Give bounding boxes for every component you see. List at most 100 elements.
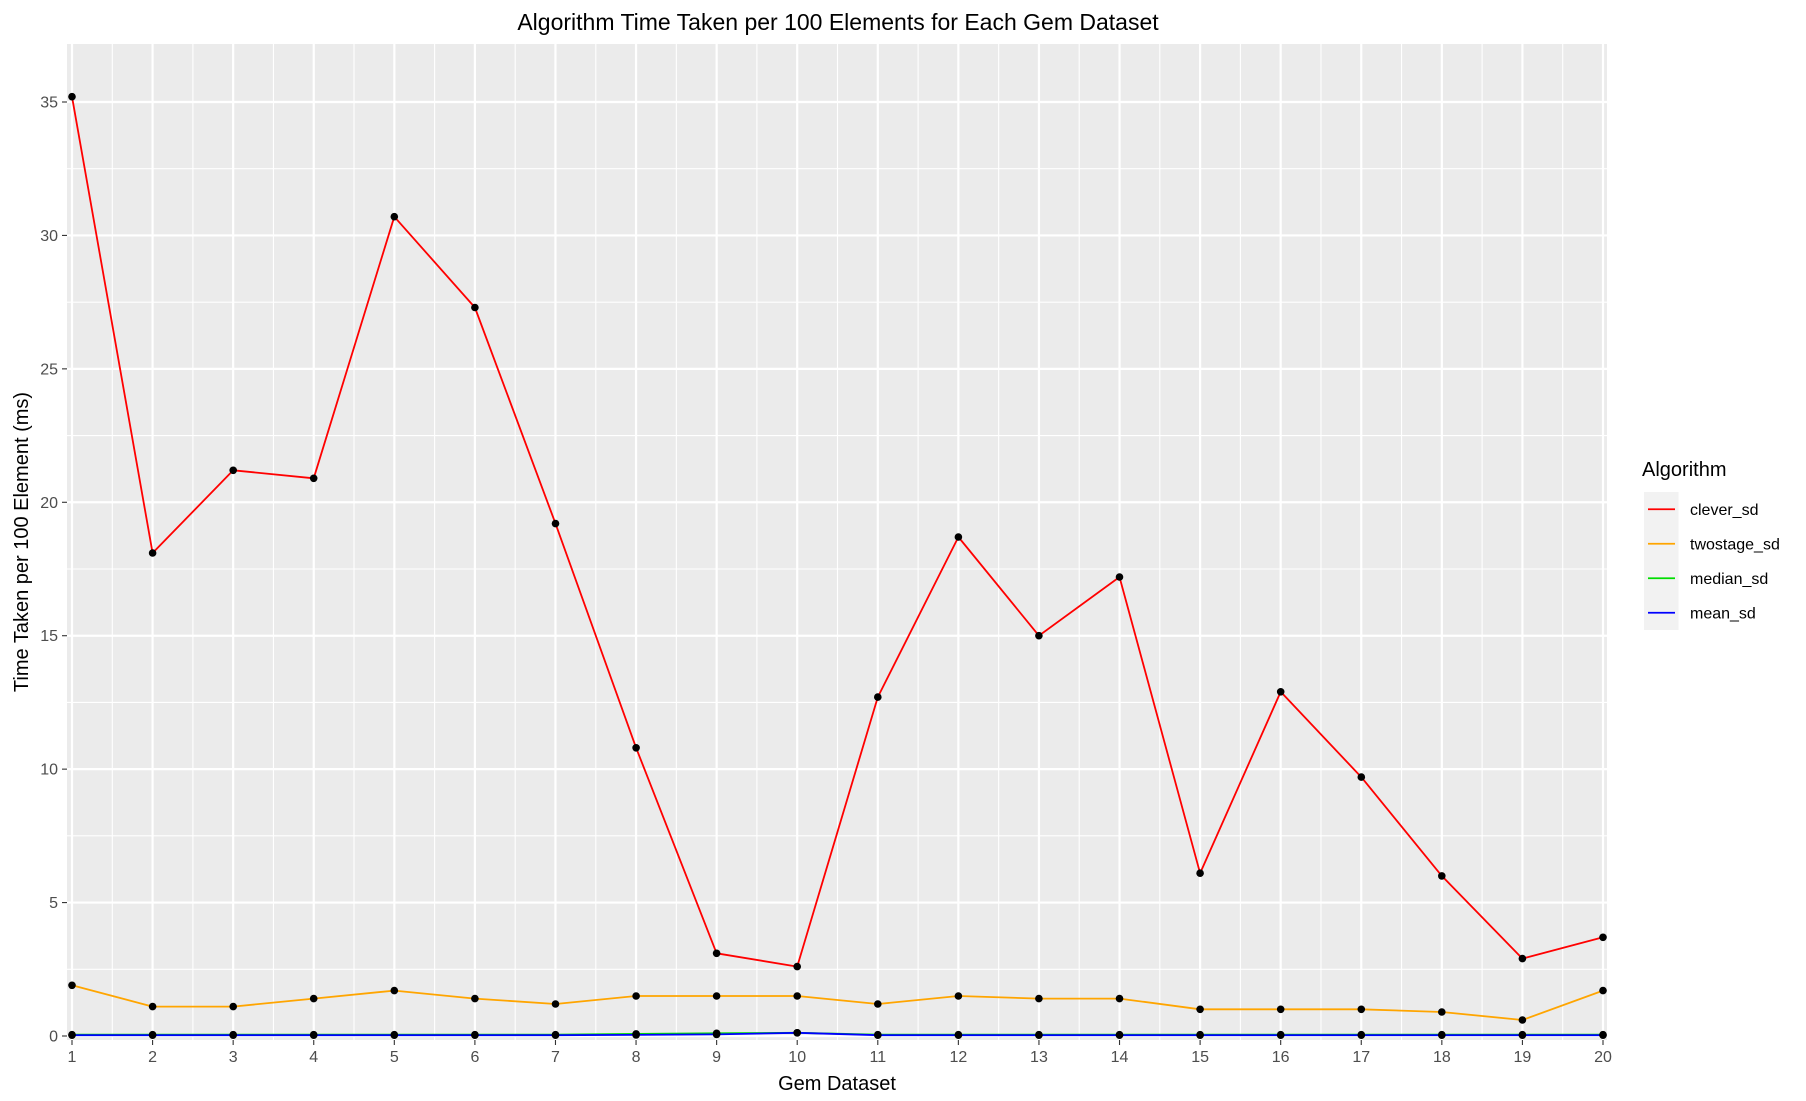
data-point-mean_sd — [551, 1031, 560, 1039]
y-tick-label: 25 — [40, 361, 58, 378]
data-point-clever_sd — [1599, 933, 1607, 942]
data-point-clever_sd — [954, 533, 963, 541]
series-lines — [71, 96, 1604, 1037]
data-point-mean_sd — [1438, 1031, 1446, 1039]
x-tick-label: 20 — [1594, 1049, 1612, 1066]
x-axis: 1 2 3 4 5 6 7 8 9 10 11 12 13 14 15 16 17 18 19 20 — [68, 1040, 1612, 1066]
data-point-clever_sd — [68, 92, 76, 101]
x-tick-label: 1 — [68, 1049, 77, 1066]
data-point-twostage_sd — [1035, 994, 1043, 1003]
data-point-clever_sd — [471, 303, 479, 312]
legend-label-mean_sd: mean_sd — [1690, 606, 1756, 623]
x-tick-label: 17 — [1352, 1049, 1370, 1066]
data-point-mean_sd — [1276, 1031, 1285, 1039]
y-tick-label: 0 — [49, 1029, 58, 1046]
data-point-clever_sd — [1115, 573, 1124, 581]
data-point-twostage_sd — [712, 992, 721, 1000]
data-point-twostage_sd — [1438, 1008, 1446, 1016]
data-point-clever_sd — [1035, 631, 1043, 640]
data-point-clever_sd — [793, 962, 801, 971]
series-line-mean_sd — [72, 1031, 1603, 1037]
x-tick-label: 16 — [1272, 1049, 1290, 1066]
y-axis-title: Time Taken per 100 Element (ms) — [11, 392, 33, 692]
data-point-mean_sd — [1115, 1031, 1124, 1039]
legend-title: Algorithm — [1642, 459, 1726, 481]
data-point-twostage_sd — [229, 1002, 237, 1011]
data-point-twostage_sd — [1357, 1005, 1366, 1014]
data-point-clever_sd — [632, 744, 640, 752]
x-tick-label: 11 — [869, 1049, 886, 1066]
x-tick-label: 9 — [712, 1049, 721, 1066]
data-point-mean_sd — [712, 1030, 721, 1039]
data-point-clever_sd — [148, 549, 157, 557]
x-tick-label: 2 — [148, 1049, 157, 1066]
data-point-mean_sd — [309, 1031, 318, 1039]
x-tick-label: 7 — [551, 1049, 560, 1066]
data-point-twostage_sd — [471, 994, 479, 1003]
data-point-mean_sd — [1357, 1031, 1366, 1039]
y-tick-label: 5 — [49, 895, 58, 912]
data-point-clever_sd — [1196, 869, 1204, 877]
y-tick-label: 10 — [40, 762, 58, 779]
legend: Algorithm clever_sd twostage_sd median_sdm… — [1642, 459, 1780, 630]
series-line-twostage_sd — [71, 984, 1604, 1021]
data-point-twostage_sd — [874, 1000, 882, 1008]
data-point-clever_sd — [712, 949, 721, 958]
data-point-clever_sd — [551, 519, 560, 528]
data-point-twostage_sd — [309, 994, 318, 1003]
legend-label-median_sd: median_sd — [1690, 571, 1768, 588]
data-point-clever_sd — [229, 466, 237, 475]
x-tick-label: 5 — [390, 1049, 399, 1066]
data-point-mean_sd — [148, 1031, 157, 1039]
data-point-clever_sd — [1276, 688, 1285, 696]
data-point-twostage_sd — [954, 992, 963, 1000]
y-axis: 0 5 10 15 20 25 30 35 — [40, 95, 67, 1046]
data-point-twostage_sd — [793, 992, 801, 1000]
data-point-mean_sd — [1035, 1031, 1043, 1039]
data-point-twostage_sd — [390, 986, 399, 995]
y-tick-label: 35 — [40, 95, 58, 112]
data-point-mean_sd — [874, 1031, 882, 1039]
data-point-twostage_sd — [632, 992, 640, 1000]
data-point-clever_sd — [390, 212, 399, 221]
data-point-clever_sd — [1357, 773, 1366, 781]
chart-title: Algorithm Time Taken per 100 Elements fo… — [517, 9, 1159, 35]
data-point-mean_sd — [471, 1031, 479, 1039]
x-tick-label: 3 — [229, 1049, 238, 1066]
data-point-mean_sd — [390, 1031, 399, 1039]
data-point-mean_sd — [632, 1031, 640, 1039]
data-point-clever_sd — [1518, 954, 1527, 963]
data-point-twostage_sd — [1276, 1005, 1285, 1014]
data-point-mean_sd — [1196, 1031, 1204, 1039]
x-tick-label: 15 — [1191, 1049, 1209, 1066]
data-point-mean_sd — [1518, 1031, 1527, 1039]
y-tick-label: 15 — [40, 628, 58, 645]
x-tick-label: 13 — [1030, 1049, 1048, 1066]
data-points — [68, 92, 1607, 1039]
x-tick-label: 12 — [949, 1049, 967, 1066]
x-tick-label: 10 — [788, 1049, 806, 1066]
data-point-mean_sd — [229, 1031, 237, 1039]
data-point-mean_sd — [1599, 1031, 1607, 1039]
series-line-clever_sd — [71, 96, 1604, 968]
x-tick-label: 8 — [632, 1049, 641, 1066]
x-tick-label: 6 — [470, 1049, 479, 1066]
data-point-twostage_sd — [1599, 986, 1607, 995]
data-point-twostage_sd — [148, 1002, 157, 1011]
legend-label-twostage_sd: twostage_sd — [1690, 537, 1780, 554]
data-point-clever_sd — [309, 474, 318, 483]
data-point-clever_sd — [874, 693, 882, 701]
data-point-twostage_sd — [1115, 994, 1124, 1003]
data-point-mean_sd — [954, 1031, 963, 1039]
data-point-twostage_sd — [551, 1000, 560, 1008]
data-point-twostage_sd — [68, 981, 76, 990]
x-tick-label: 19 — [1514, 1049, 1532, 1066]
x-tick-label: 14 — [1111, 1049, 1129, 1066]
data-point-twostage_sd — [1518, 1016, 1527, 1024]
data-point-mean_sd — [793, 1029, 801, 1037]
x-tick-label: 18 — [1433, 1049, 1451, 1066]
x-tick-label: 4 — [309, 1049, 318, 1066]
legend-label-clever_sd: clever_sd — [1690, 502, 1758, 519]
data-point-clever_sd — [1438, 872, 1446, 880]
